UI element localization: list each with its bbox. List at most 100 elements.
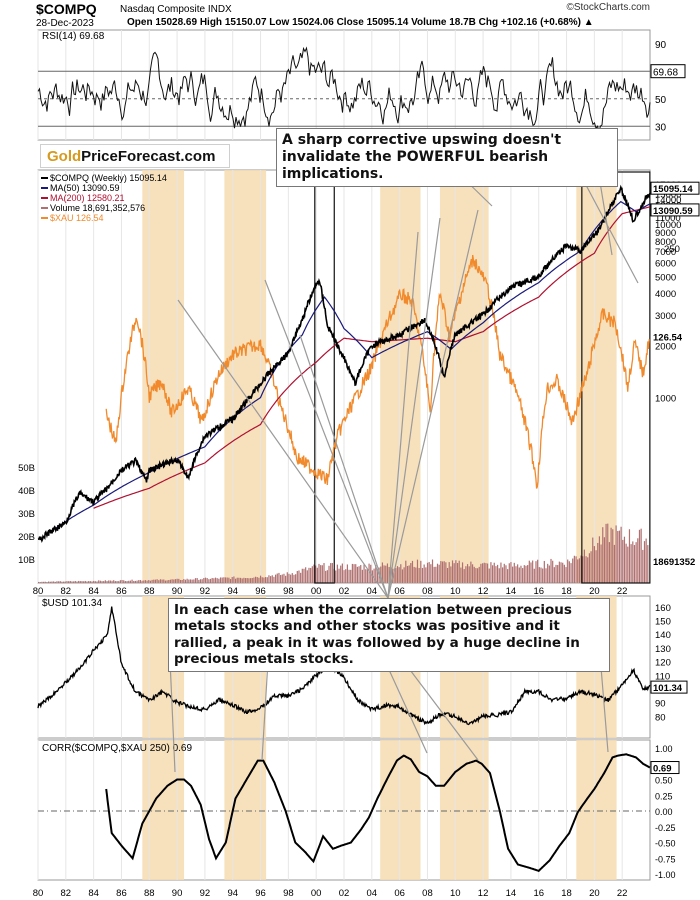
volume-bar xyxy=(396,566,399,583)
volume-bar xyxy=(460,567,462,583)
volume-bar xyxy=(316,567,318,583)
goldpriceforecast-logo[interactable]: GoldPriceForecast.com xyxy=(40,144,230,168)
volume-bar xyxy=(96,581,98,583)
volume-bar xyxy=(320,565,322,583)
volume-bar xyxy=(410,563,412,583)
volume-bar xyxy=(204,577,207,583)
volume-bar xyxy=(326,570,328,583)
volume-tick-label: 20B xyxy=(18,532,35,543)
volume-bar xyxy=(114,581,116,583)
volume-bar xyxy=(557,565,559,583)
volume-bar xyxy=(386,563,389,583)
corr-tick-label: -0.25 xyxy=(655,823,676,833)
volume-bar xyxy=(111,580,113,583)
volume-bar xyxy=(291,573,293,583)
volume-bar xyxy=(562,562,564,583)
volume-bar xyxy=(560,562,562,583)
volume-bar xyxy=(179,579,182,583)
volume-bar xyxy=(234,578,237,583)
volume-bar xyxy=(411,560,414,583)
volume-bar xyxy=(406,565,409,583)
volume-bar xyxy=(134,580,137,583)
volume-bar xyxy=(453,563,455,583)
main-tick-label: 10000 xyxy=(655,220,681,231)
bottom-x-tick-label: 12 xyxy=(478,888,489,899)
volume-bar xyxy=(441,561,444,583)
volume-bar xyxy=(311,566,313,583)
bottom-x-tick-label: 86 xyxy=(116,888,127,899)
volume-bar xyxy=(348,569,350,583)
volume-bar xyxy=(640,528,642,583)
volume-bar xyxy=(592,537,594,583)
volume-bar xyxy=(199,579,202,583)
legend-entry: Volume 18,691,352,576 xyxy=(50,203,145,213)
main-tick-label: 6000 xyxy=(655,259,676,270)
ma200-line xyxy=(93,206,651,509)
volume-bar xyxy=(365,569,367,583)
volume-bar xyxy=(418,567,420,583)
volume-bar xyxy=(643,541,646,583)
volume-bar xyxy=(261,577,263,583)
volume-bar xyxy=(450,566,452,583)
volume-bar xyxy=(612,529,614,583)
main-highlight-band xyxy=(142,170,185,583)
usd-line xyxy=(37,606,651,726)
volume-bar xyxy=(154,579,157,583)
volume-bar xyxy=(109,580,111,583)
volume-bar xyxy=(66,581,68,583)
volume-bar xyxy=(555,564,557,583)
usd-value-label: 101.34 xyxy=(653,683,683,694)
volume-bar xyxy=(118,581,120,583)
bottom-x-tick-label: 80 xyxy=(33,888,44,899)
volume-bar xyxy=(176,578,178,583)
legend-entry: $XAU 126.54 xyxy=(50,213,104,223)
volume-bar xyxy=(48,581,50,583)
compq-line xyxy=(37,184,651,543)
volume-bar xyxy=(346,564,348,583)
volume-bar xyxy=(421,567,424,583)
volume-bar xyxy=(522,568,524,583)
volume-bar xyxy=(296,571,298,583)
main-tick-label: 1000 xyxy=(655,394,676,405)
volume-bar xyxy=(553,567,555,583)
main-x-tick-label: 82 xyxy=(61,586,72,597)
volume-bar xyxy=(74,580,76,583)
volume-bar xyxy=(224,577,227,583)
volume-bar xyxy=(44,581,46,583)
volume-bar xyxy=(597,542,599,583)
volume-bar xyxy=(156,579,158,583)
bottom-x-tick-label: 18 xyxy=(561,888,572,899)
volume-bar xyxy=(590,551,592,583)
main-tick-label: 9000 xyxy=(655,228,676,239)
volume-bar xyxy=(213,578,215,583)
main-x-tick-label: 20 xyxy=(589,586,600,597)
corr-value-label: 0.69 xyxy=(653,764,672,775)
volume-bar xyxy=(196,578,198,583)
volume-bar xyxy=(208,579,210,583)
volume-bar xyxy=(345,569,347,583)
volume-bar xyxy=(473,566,475,583)
corr-tick-label: 0.50 xyxy=(655,776,673,786)
volume-bar xyxy=(613,544,616,583)
volume-bar xyxy=(63,581,65,583)
main-x-tick-label: 98 xyxy=(283,586,294,597)
main-x-tick-label: 18 xyxy=(561,586,572,597)
corr-title: CORR($COMPQ,$XAU 250) 0.69 xyxy=(42,743,192,754)
volume-bar xyxy=(144,580,147,583)
annotation-pointer xyxy=(169,659,176,773)
volume-bar xyxy=(405,560,407,583)
volume-bar xyxy=(116,581,118,583)
corr-line xyxy=(105,753,651,873)
volume-bar xyxy=(315,565,317,583)
volume-bar xyxy=(431,559,434,583)
volume-bar xyxy=(129,580,131,583)
volume-bar xyxy=(183,579,185,583)
volume-bar xyxy=(375,565,377,583)
volume-bar xyxy=(113,580,115,583)
volume-bar xyxy=(625,543,627,583)
main-x-tick-label: 80 xyxy=(33,586,44,597)
volume-bar xyxy=(209,578,212,583)
volume-bar xyxy=(151,579,153,583)
stockcharts-brand[interactable]: ©StockCharts.com xyxy=(566,2,650,13)
main-x-tick-label: 92 xyxy=(200,586,211,597)
